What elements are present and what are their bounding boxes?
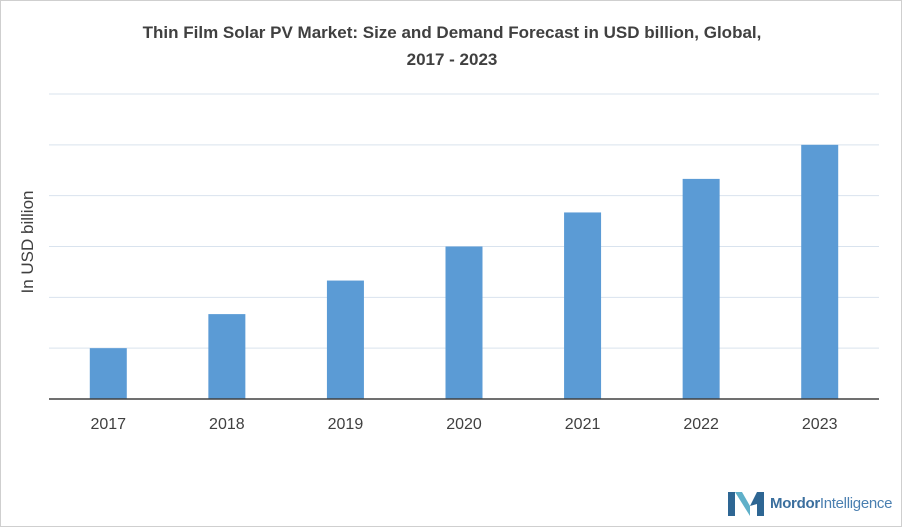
x-tick-label-2017: 2017: [90, 416, 126, 433]
chart-title-line-1: Thin Film Solar PV Market: Size and Dema…: [142, 23, 762, 42]
chart-title: Thin Film Solar PV Market: Size and Dema…: [1, 19, 902, 73]
bar-2019: [326, 280, 364, 399]
bar-2018: [208, 314, 246, 399]
x-tick-label-2023: 2023: [802, 416, 838, 433]
x-tick-label-2021: 2021: [565, 416, 601, 433]
x-tick-label-2022: 2022: [683, 416, 719, 433]
x-tick-label-2018: 2018: [209, 416, 245, 433]
x-tick-label-2020: 2020: [446, 416, 482, 433]
brand-name-bold: Mordor: [770, 494, 820, 512]
bar-2023: [801, 144, 839, 399]
brand-name: MordorIntelligence: [770, 495, 892, 512]
chart-title-line-2: 2017 - 2023: [406, 50, 498, 69]
x-tick-label-2019: 2019: [328, 416, 364, 433]
brand-name-rest: Intelligence: [819, 494, 893, 512]
bar-2020: [445, 246, 483, 399]
bar-2022: [682, 178, 720, 399]
brand-logo: MordorIntelligence: [728, 490, 892, 516]
mordor-logo-icon: [728, 492, 764, 516]
bar-2021: [564, 212, 602, 399]
bar-2017: [89, 348, 127, 399]
